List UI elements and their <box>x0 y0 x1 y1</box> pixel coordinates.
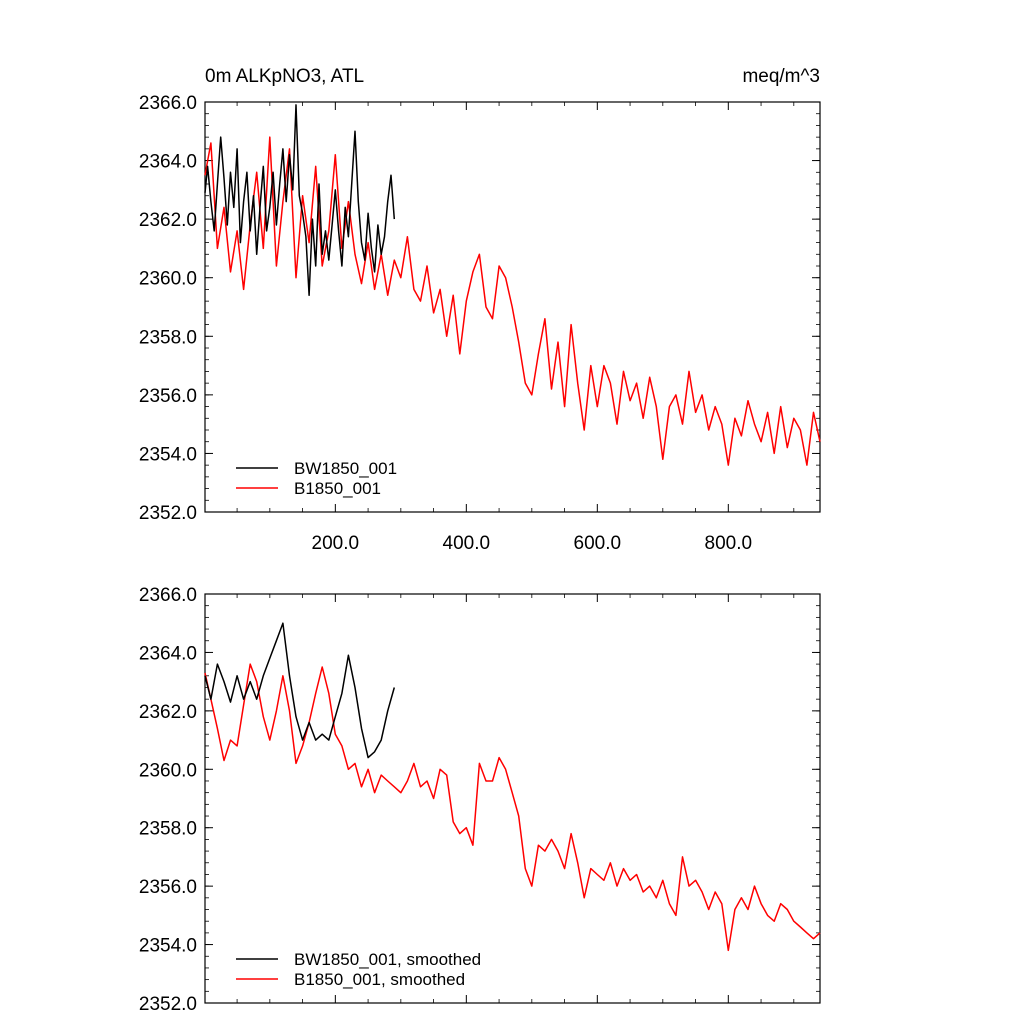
top-panel: 2352.0 2354.0 2356.0 2358.0 2360.0 2362.0 2364… <box>139 93 821 554</box>
y-tick-label: 2362.0 <box>139 210 197 231</box>
x-tick-label: 200.0 <box>312 533 360 554</box>
plot-frame <box>204 101 821 513</box>
y-tick-label: 2354.0 <box>139 444 197 465</box>
x-tick-label: 400.0 <box>443 533 491 554</box>
series-line-bw1850-001 <box>204 104 396 297</box>
y-tick-label: 2356.0 <box>139 877 197 898</box>
y-tick-label: 2354.0 <box>139 936 197 957</box>
legend-label: B1850_001, smoothed <box>294 970 465 989</box>
y-tick-label: 2352.0 <box>139 994 197 1015</box>
y-tick-label: 2358.0 <box>139 327 197 348</box>
legend-label: BW1850_001, smoothed <box>294 950 481 969</box>
y-tick-label: 2352.0 <box>139 503 197 524</box>
y-tick-label: 2360.0 <box>139 760 197 781</box>
x-tick-label: 800.0 <box>705 533 753 554</box>
series-line-bw1850-001-smoothed <box>204 622 396 759</box>
y-tick-label: 2366.0 <box>139 93 197 114</box>
y-tick-label: 2360.0 <box>139 269 197 290</box>
series-line-b1850-001 <box>204 136 821 466</box>
y-tick-label: 2362.0 <box>139 702 197 723</box>
legend-label: B1850_001 <box>294 479 381 498</box>
legend-label: BW1850_001 <box>294 459 397 478</box>
plot-frame <box>204 593 821 1004</box>
figure-units: meq/m^3 <box>742 66 820 87</box>
bottom-panel: 2352.0 2354.0 2356.0 2358.0 2360.0 2362.0 2364… <box>139 585 821 1015</box>
y-tick-label: 2364.0 <box>139 152 197 173</box>
series-line-b1850-001-smoothed <box>204 663 821 952</box>
y-tick-label: 2364.0 <box>139 643 197 664</box>
figure-title: 0m ALKpNO3, ATL <box>205 66 364 87</box>
y-tick-label: 2366.0 <box>139 585 197 606</box>
y-tick-label: 2358.0 <box>139 819 197 840</box>
y-tick-label: 2356.0 <box>139 386 197 407</box>
x-tick-label: 600.0 <box>574 533 622 554</box>
